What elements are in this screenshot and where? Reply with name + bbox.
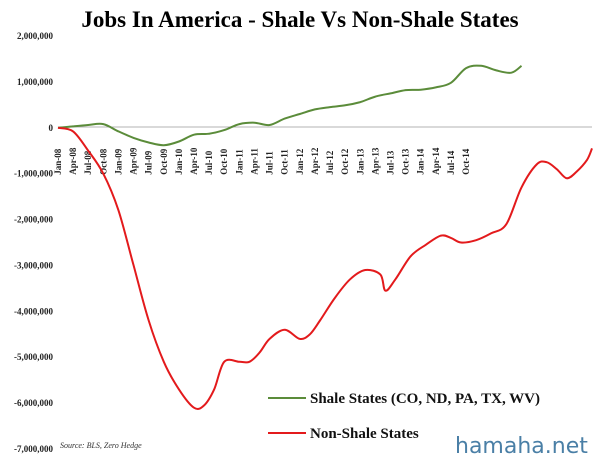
x-tick-label: Jul-13 bbox=[385, 150, 395, 175]
y-tick-label: -1,000,000 bbox=[14, 169, 53, 179]
x-tick-label: Oct-09 bbox=[159, 148, 169, 174]
x-tick-label: Jan-09 bbox=[113, 148, 123, 175]
x-tick-label: Oct-10 bbox=[219, 148, 229, 174]
x-tick-label: Apr-14 bbox=[431, 147, 441, 175]
x-tick-label: Apr-08 bbox=[68, 147, 78, 175]
x-tick-label: Apr-11 bbox=[249, 148, 259, 175]
y-tick-label: -4,000,000 bbox=[14, 306, 53, 316]
x-tick-label: Jan-14 bbox=[416, 148, 426, 175]
x-tick-label: Jan-10 bbox=[174, 148, 184, 175]
x-tick-label: Jan-11 bbox=[234, 149, 244, 175]
x-axis-ticks: Jan-08 Apr-08 Jul-08 Oct-08 Jan-09 Apr-09 Jul-… bbox=[53, 147, 471, 175]
x-tick-label: Jan-08 bbox=[53, 148, 63, 175]
x-tick-label: Oct-14 bbox=[461, 148, 471, 174]
legend-label-nonshale: Non-Shale States bbox=[310, 426, 419, 442]
x-tick-label: Apr-09 bbox=[129, 147, 139, 175]
x-tick-label: Jul-08 bbox=[83, 150, 93, 175]
x-tick-label: Jul-14 bbox=[446, 150, 456, 175]
x-tick-label: Apr-13 bbox=[370, 147, 380, 175]
series-line-shale bbox=[57, 64, 523, 147]
x-tick-label: Apr-12 bbox=[310, 147, 320, 175]
x-tick-label: Oct-13 bbox=[401, 148, 411, 174]
y-tick-label: -7,000,000 bbox=[14, 444, 53, 454]
x-tick-label: Oct-08 bbox=[98, 148, 108, 174]
x-tick-label: Jul-10 bbox=[204, 150, 214, 175]
y-tick-label: -2,000,000 bbox=[14, 215, 53, 225]
legend: Shale States (CO, ND, PA, TX, WV) Non-Sh… bbox=[268, 391, 540, 442]
chart-title: Jobs In America - Shale Vs Non-Shale Sta… bbox=[81, 7, 518, 32]
y-tick-label: 1,000,000 bbox=[17, 77, 54, 87]
series-lines bbox=[57, 64, 593, 410]
x-tick-label: Jan-13 bbox=[355, 148, 365, 175]
series-line-nonshale bbox=[57, 126, 593, 410]
x-tick-label: Oct-11 bbox=[280, 149, 290, 175]
y-tick-label: -5,000,000 bbox=[14, 352, 53, 362]
watermark: hamaha.net bbox=[455, 434, 588, 457]
y-tick-label: -6,000,000 bbox=[14, 398, 53, 408]
x-tick-label: Jul-11 bbox=[265, 151, 275, 175]
y-tick-label: -3,000,000 bbox=[14, 260, 53, 270]
x-tick-label: Jul-09 bbox=[144, 150, 154, 175]
y-tick-label: 0 bbox=[49, 123, 54, 133]
y-axis-ticks: 2,000,000 1,000,000 0 -1,000,000 -2,000,000 -… bbox=[14, 31, 54, 454]
source-note: Source: BLS, Zero Hedge bbox=[60, 441, 142, 450]
x-tick-label: Jan-12 bbox=[295, 148, 305, 175]
x-tick-label: Jul-12 bbox=[325, 150, 335, 175]
legend-label-shale: Shale States (CO, ND, PA, TX, WV) bbox=[310, 391, 540, 407]
x-tick-label: Oct-12 bbox=[340, 148, 350, 174]
y-tick-label: 2,000,000 bbox=[17, 31, 54, 41]
x-tick-label: Apr-10 bbox=[189, 147, 199, 175]
